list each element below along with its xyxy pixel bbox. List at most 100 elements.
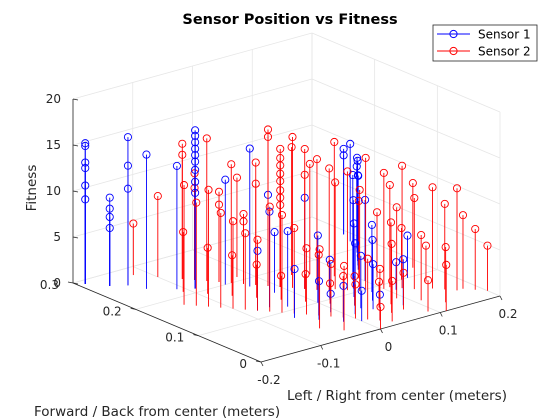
y-tick-labels: 0 0.1 0.2 0.3 bbox=[40, 278, 247, 371]
stem-sensor-2 bbox=[352, 281, 359, 319]
axes-frame bbox=[73, 99, 500, 362]
stem-sensor-1 bbox=[173, 162, 180, 289]
stem-sensor-2 bbox=[254, 236, 261, 310]
z-tick-mark bbox=[73, 237, 78, 238]
y-tick-label: 0.1 bbox=[165, 331, 184, 345]
stem-sensor-1 bbox=[369, 261, 376, 310]
stem-sensor-2 bbox=[289, 133, 296, 287]
y-tick-mark bbox=[193, 335, 198, 336]
stem-sensor-1 bbox=[340, 282, 347, 321]
z-tick-labels: 0 5 10 15 20 bbox=[46, 92, 61, 290]
stem-sensor-2 bbox=[180, 228, 187, 291]
x-tick-mark bbox=[381, 329, 383, 333]
x-tick-mark bbox=[261, 362, 263, 366]
x-tick-label: 0 bbox=[385, 340, 393, 354]
stem-sensor-2 bbox=[422, 242, 429, 281]
stem-sensor-2 bbox=[204, 244, 211, 294]
stem-sensor-2 bbox=[398, 224, 405, 279]
stem-sensor-2 bbox=[377, 303, 384, 329]
stem-sensor-1 bbox=[284, 228, 291, 307]
stem-sensor-2 bbox=[217, 209, 224, 307]
stem-sensor-2 bbox=[229, 218, 236, 309]
z-tick-mark bbox=[73, 99, 78, 100]
stem-sensor-2 bbox=[459, 212, 466, 289]
stem-sensor-2 bbox=[331, 138, 338, 276]
stem-sensor-2 bbox=[418, 231, 425, 300]
stem-sensor-2 bbox=[229, 252, 236, 296]
stem-sensor-2 bbox=[453, 185, 460, 291]
grid-line bbox=[312, 171, 500, 250]
stem-sensor-2 bbox=[154, 192, 161, 277]
stem-sensor-2 bbox=[400, 269, 407, 309]
x-tick-mark bbox=[500, 296, 502, 300]
x-tick-label: 0.2 bbox=[498, 307, 517, 321]
stem-sensor-2 bbox=[278, 211, 285, 312]
stem-sensor-1 bbox=[314, 232, 321, 303]
stem-sensor-1 bbox=[358, 287, 365, 321]
y-tick-mark bbox=[131, 308, 136, 309]
z-tick-mark bbox=[73, 145, 78, 146]
stem-sensor-2 bbox=[180, 182, 187, 305]
stem-sensor-2 bbox=[362, 154, 369, 289]
stem-sensor-1 bbox=[392, 259, 399, 290]
stem-sensor-2 bbox=[441, 200, 448, 289]
stem-sensor-2 bbox=[266, 203, 273, 311]
x-tick-label: -0.2 bbox=[257, 373, 280, 387]
z-axis-label: Fitness bbox=[24, 165, 40, 212]
legend-label-sensor-1: Sensor 1 bbox=[478, 28, 531, 42]
z-tick-label: 5 bbox=[53, 230, 61, 244]
grid-lines bbox=[73, 33, 500, 362]
x-tick-mark bbox=[440, 313, 442, 317]
z-tick-mark bbox=[73, 191, 78, 192]
grid-line bbox=[312, 125, 500, 204]
stem-sensor-2 bbox=[327, 260, 334, 316]
x-tick-label: -0.1 bbox=[317, 357, 340, 371]
stem-sensor-2 bbox=[443, 261, 450, 311]
stem-sensor-1 bbox=[369, 236, 376, 300]
stem-sensor-2 bbox=[203, 135, 210, 281]
stem-sensor-1 bbox=[404, 232, 411, 278]
x-tick-labels: -0.2 -0.1 0 0.1 0.2 bbox=[257, 307, 517, 387]
z-tick-mark bbox=[73, 283, 78, 284]
y-axis-label: Forward / Back from center (meters) bbox=[34, 404, 280, 420]
x-axis-label: Left / Right from center (meters) bbox=[287, 388, 507, 404]
stem-layer bbox=[82, 126, 491, 330]
y-tick-label: 0 bbox=[239, 357, 247, 371]
stem-sensor-2 bbox=[332, 179, 339, 289]
stem-sensor-2 bbox=[386, 181, 393, 287]
stem-sensor-2 bbox=[442, 243, 449, 302]
stem-sensor-2 bbox=[240, 218, 247, 284]
stem-sensor-1 bbox=[124, 185, 131, 285]
stem-sensor-2 bbox=[242, 230, 249, 310]
stem-sensor-2 bbox=[429, 184, 436, 289]
chart-title: Sensor Position vs Fitness bbox=[182, 12, 397, 28]
z-tick-label: 0 bbox=[53, 276, 61, 290]
stem-sensor-2 bbox=[302, 270, 309, 301]
stem-sensor-1 bbox=[315, 278, 322, 320]
stem-sensor-2 bbox=[253, 261, 260, 298]
stem-sensor-2 bbox=[380, 169, 387, 289]
y-tick-mark bbox=[256, 361, 261, 362]
stem-sensor-2 bbox=[409, 179, 416, 267]
stem-sensor-1 bbox=[82, 196, 89, 284]
x-tick-label: 0.1 bbox=[439, 324, 458, 338]
stem-sensor-2 bbox=[389, 277, 396, 321]
stem-sensor-2 bbox=[484, 242, 491, 291]
stem-sensor-1 bbox=[106, 224, 113, 286]
z-tick-label: 15 bbox=[46, 138, 61, 152]
x-tick-mark bbox=[321, 346, 323, 350]
stem-sensor-2 bbox=[233, 174, 240, 277]
stem-sensor-2 bbox=[387, 219, 394, 304]
stem-sensor-2 bbox=[179, 151, 186, 279]
stem-sensor-1 bbox=[340, 152, 347, 235]
stem-sensor-2 bbox=[472, 225, 479, 289]
grid-line bbox=[312, 79, 500, 158]
legend: Sensor 1 Sensor 2 bbox=[433, 25, 537, 61]
legend-label-sensor-2: Sensor 2 bbox=[478, 45, 531, 59]
z-tick-label: 10 bbox=[46, 184, 61, 198]
y-tick-label: 0.2 bbox=[103, 304, 122, 318]
z-tick-label: 20 bbox=[46, 92, 61, 106]
y-tick-mark bbox=[68, 282, 73, 283]
stem-sensor-2 bbox=[215, 201, 222, 282]
